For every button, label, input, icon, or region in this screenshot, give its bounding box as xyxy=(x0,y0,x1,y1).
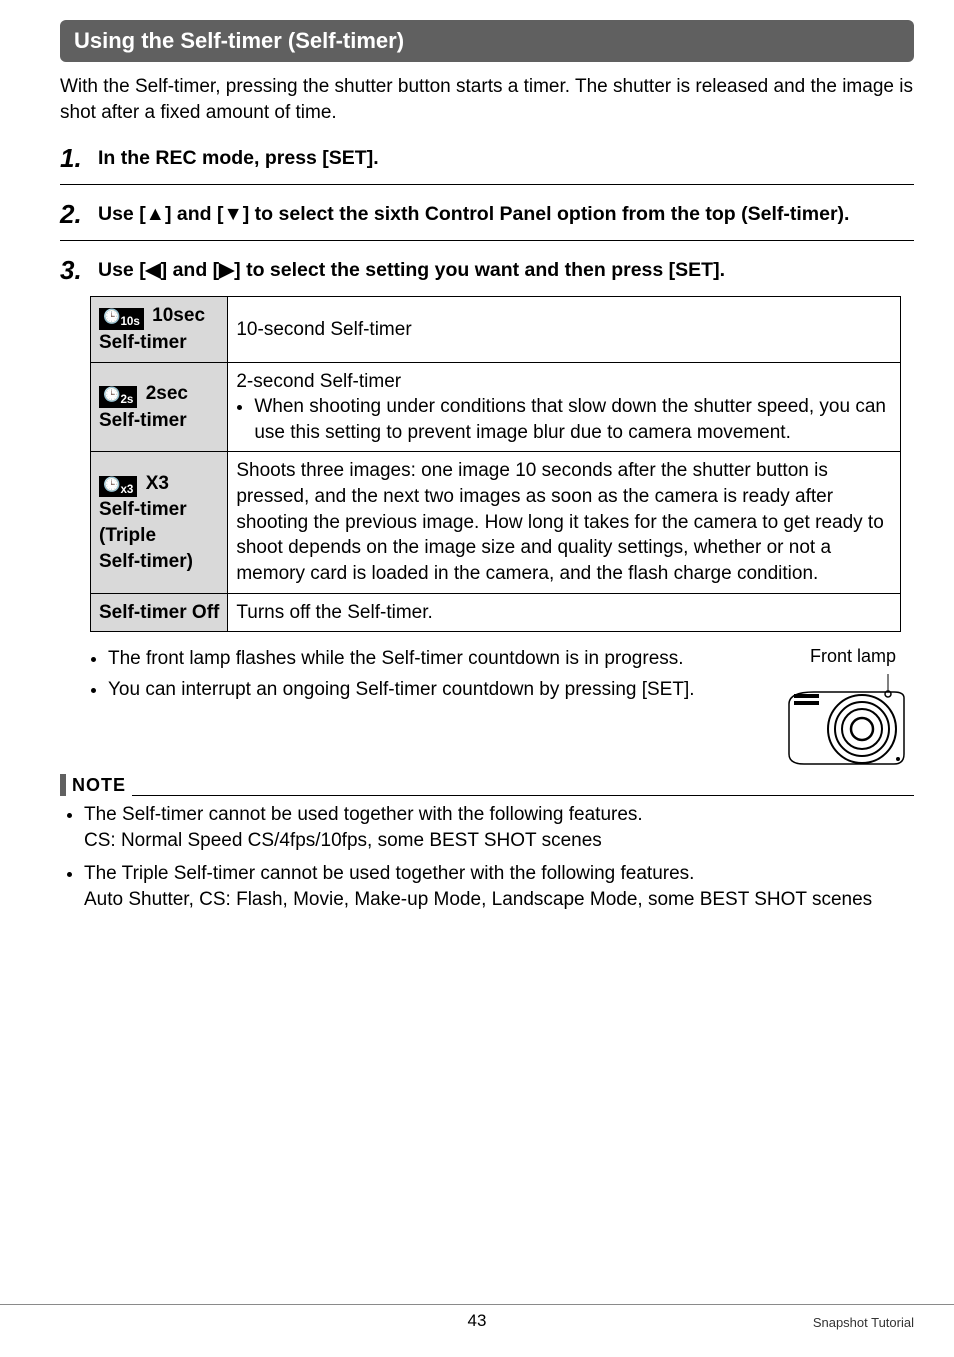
page-footer: 43 Snapshot Tutorial xyxy=(0,1304,954,1331)
timer-icon: 🕒10s xyxy=(99,308,144,330)
option-label: 🕒2s 2sec Self-timer xyxy=(91,362,228,452)
option-label: 🕒x3 X3 Self-timer (Triple Self-timer) xyxy=(91,452,228,593)
bullet-item: The front lamp flashes while the Self-ti… xyxy=(108,646,710,673)
step-1: 1. In the REC mode, press [SET]. xyxy=(60,143,914,174)
table-row: 🕒10s 10sec Self-timer 10-second Self-tim… xyxy=(91,297,901,362)
step-number: 3. xyxy=(60,255,90,286)
option-name: Self-timer xyxy=(99,410,187,431)
note-item: The Self-timer cannot be used together w… xyxy=(84,802,914,855)
step-3: 3. Use [◀] and [▶] to select the setting… xyxy=(60,255,914,286)
note-item: The Triple Self-timer cannot be used tog… xyxy=(84,861,914,914)
note-bar-icon xyxy=(60,774,66,796)
front-lamp-block: The front lamp flashes while the Self-ti… xyxy=(60,646,914,703)
step-separator xyxy=(60,184,914,185)
option-label: 🕒10s 10sec Self-timer xyxy=(91,297,228,362)
step-number: 1. xyxy=(60,143,90,174)
step-2: 2. Use [▲] and [▼] to select the sixth C… xyxy=(60,199,914,230)
note-title: NOTE xyxy=(72,775,126,796)
step-text: In the REC mode, press [SET]. xyxy=(98,143,379,171)
table-row: 🕒x3 X3 Self-timer (Triple Self-timer) Sh… xyxy=(91,452,901,593)
camera-icon xyxy=(784,674,914,774)
step-text: Use [▲] and [▼] to select the sixth Cont… xyxy=(98,199,849,227)
note-heading: NOTE xyxy=(60,774,914,796)
step-number: 2. xyxy=(60,199,90,230)
front-lamp-label: Front lamp xyxy=(810,646,896,667)
option-name: 2sec xyxy=(146,383,188,404)
option-name: X3 xyxy=(146,473,169,494)
option-name: 10sec xyxy=(152,305,205,326)
table-row: 🕒2s 2sec Self-timer 2-second Self-timer … xyxy=(91,362,901,452)
option-name: Self-timer xyxy=(99,332,187,353)
section-header: Using the Self-timer (Self-timer) xyxy=(60,20,914,62)
option-label: Self-timer Off xyxy=(91,593,228,632)
step-separator xyxy=(60,240,914,241)
option-desc: 2-second Self-timer When shooting under … xyxy=(228,362,901,452)
option-desc: 10-second Self-timer xyxy=(228,297,901,362)
timer-icon: 🕒x3 xyxy=(99,476,137,498)
option-name: (Triple xyxy=(99,525,156,546)
table-row: Self-timer Off Turns off the Self-timer. xyxy=(91,593,901,632)
option-bullet: When shooting under conditions that slow… xyxy=(254,394,892,445)
footer-section: Snapshot Tutorial xyxy=(813,1315,914,1330)
option-name: Self-timer) xyxy=(99,551,193,572)
option-desc: Shoots three images: one image 10 second… xyxy=(228,452,901,593)
step-text: Use [◀] and [▶] to select the setting yo… xyxy=(98,255,725,283)
option-desc: Turns off the Self-timer. xyxy=(228,593,901,632)
bullet-item: You can interrupt an ongoing Self-timer … xyxy=(108,677,710,704)
option-name: Self-timer xyxy=(99,499,187,520)
note-rule xyxy=(132,784,914,796)
page-number: 43 xyxy=(0,1311,954,1331)
timer-icon: 🕒2s xyxy=(99,386,137,408)
intro-text: With the Self-timer, pressing the shutte… xyxy=(60,74,914,125)
options-table: 🕒10s 10sec Self-timer 10-second Self-tim… xyxy=(90,296,901,632)
